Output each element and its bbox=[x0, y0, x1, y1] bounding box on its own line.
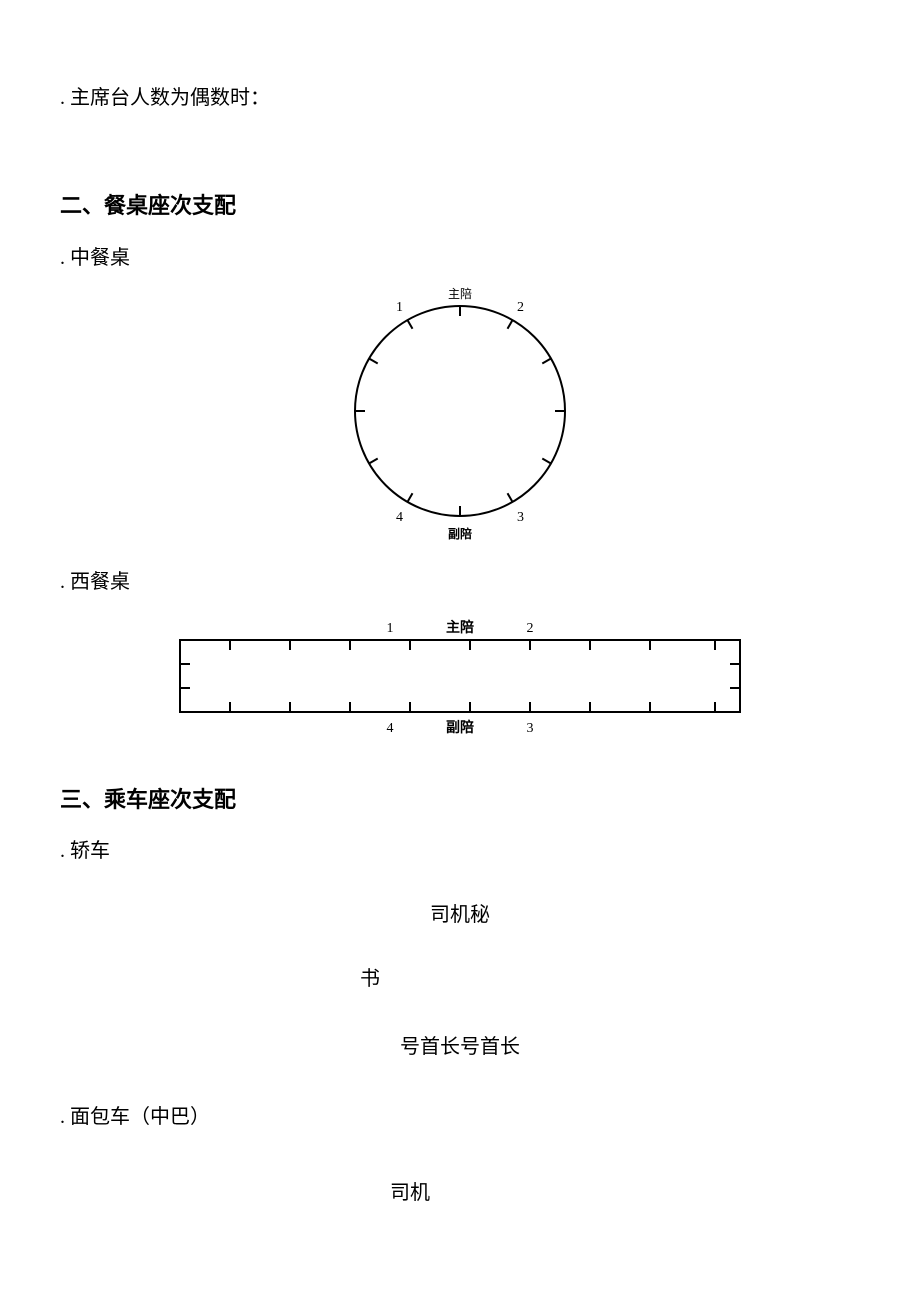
svg-text:主陪: 主陪 bbox=[448, 286, 472, 301]
svg-text:副陪: 副陪 bbox=[448, 526, 472, 541]
svg-text:主陪: 主陪 bbox=[446, 619, 474, 636]
svg-text:1: 1 bbox=[396, 300, 403, 315]
rect-table-svg: 1 主陪 2 4 副陪 3 bbox=[160, 610, 760, 750]
minibus-line-1: 司机 bbox=[60, 1175, 860, 1211]
heading-dining: 二、餐桌座次支配 bbox=[60, 186, 860, 226]
svg-text:2: 2 bbox=[517, 300, 524, 315]
round-table-svg: 1 2 3 4 主陪副陪 bbox=[285, 286, 635, 546]
podium-even-line: . 主席台人数为偶数时： bbox=[60, 80, 860, 116]
svg-text:2: 2 bbox=[527, 621, 534, 636]
car-line-3: 号首长号首长 bbox=[60, 1029, 860, 1065]
svg-text:1: 1 bbox=[387, 621, 394, 636]
svg-text:3: 3 bbox=[527, 721, 534, 736]
sub-minibus: . 面包车（中巴） bbox=[60, 1099, 860, 1135]
rect-table-diagram: 1 主陪 2 4 副陪 3 bbox=[60, 610, 860, 750]
sub-chinese-table: . 中餐桌 bbox=[60, 240, 860, 276]
car-line-2: 书 bbox=[60, 961, 860, 997]
heading-vehicle: 三、乘车座次支配 bbox=[60, 780, 860, 820]
svg-text:4: 4 bbox=[387, 721, 394, 736]
svg-text:3: 3 bbox=[517, 509, 524, 524]
round-table-diagram: 1 2 3 4 主陪副陪 bbox=[60, 286, 860, 546]
svg-text:4: 4 bbox=[396, 509, 403, 524]
sub-western-table: . 西餐桌 bbox=[60, 564, 860, 600]
car-line-1: 司机秘 bbox=[60, 897, 860, 933]
sub-sedan: . 轿车 bbox=[60, 833, 860, 869]
svg-text:副陪: 副陪 bbox=[446, 719, 474, 736]
